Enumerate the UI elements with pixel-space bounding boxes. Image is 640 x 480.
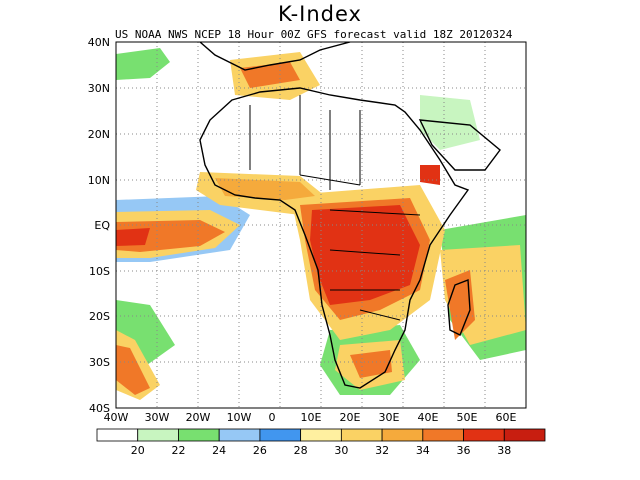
colorbar-label: 36 — [457, 444, 471, 457]
colorbar: 20 22 24 26 28 30 32 34 36 38 — [96, 428, 546, 457]
national-borders — [249, 95, 421, 321]
contour-34-indian — [445, 270, 475, 340]
colorbar-swatch — [463, 428, 505, 442]
colorbar-label: 28 — [294, 444, 308, 457]
lat-label-30s: 30S — [89, 356, 110, 369]
contour-24-north — [116, 48, 170, 80]
map-subtitle: US NOAA NWS NCEP 18 Hour 00Z GFS forecas… — [115, 28, 513, 41]
lon-label-10e: 10E — [301, 411, 322, 424]
lat-label-30n: 30N — [88, 82, 110, 95]
colorbar-label: 22 — [171, 444, 185, 457]
lat-label-10n: 10N — [88, 174, 110, 187]
lon-label-20e: 20E — [340, 411, 361, 424]
lon-label-60e: 60E — [496, 411, 517, 424]
longitude-labels: 40W 30W 20W 10W 0 10E 20E 30E 40E 50E 60… — [104, 411, 517, 424]
contour-38-atlantic — [116, 228, 150, 246]
lat-label-40s: 40S — [89, 402, 110, 415]
contour-34-sw — [116, 345, 150, 395]
contour-38-central — [310, 205, 420, 305]
colorbar-swatch — [259, 428, 302, 442]
lat-label-40n: 40N — [88, 36, 110, 49]
colorbar-label: 24 — [212, 444, 226, 457]
contour-34-south — [350, 350, 392, 378]
lat-label-20s: 20S — [89, 310, 110, 323]
colorbar-swatch — [218, 428, 261, 442]
colorbar-swatch — [340, 428, 383, 442]
colorbar-swatch — [422, 428, 464, 442]
lon-label-50e: 50E — [457, 411, 478, 424]
colorbar-swatch — [381, 428, 424, 442]
colorbar-swatch — [137, 428, 179, 442]
colorbar-label: 34 — [416, 444, 430, 457]
colorbar-label: 30 — [334, 444, 348, 457]
lat-label-eq: EQ — [94, 219, 110, 232]
lat-label-10s: 10S — [89, 265, 110, 278]
map-title: K-Index — [278, 2, 362, 26]
madagascar-coastline — [447, 279, 471, 336]
latitude-labels: 40N 30N 20N 10N EQ 10S 20S 30S 40S — [88, 36, 111, 415]
coastlines — [199, 42, 501, 389]
colorbar-swatch — [178, 428, 220, 442]
europe-coastline — [199, 42, 351, 71]
lon-label-0: 0 — [269, 411, 276, 424]
contour-34-westafrica — [215, 178, 315, 200]
africa-coastline — [199, 87, 470, 389]
colorbar-swatch — [300, 428, 342, 442]
colorbar-label: 20 — [131, 444, 145, 457]
lat-label-20n: 20N — [88, 128, 110, 141]
colorbar-label: 32 — [375, 444, 389, 457]
colorbar-label: 26 — [253, 444, 267, 457]
lon-label-40w: 40W — [104, 411, 129, 424]
colorbar-swatch — [503, 428, 546, 442]
lon-label-20w: 20W — [186, 411, 211, 424]
colorbar-label: 38 — [497, 444, 511, 457]
lon-label-30e: 30E — [379, 411, 400, 424]
graticule — [116, 42, 526, 408]
lon-label-40e: 40E — [418, 411, 439, 424]
colorbar-swatch — [96, 428, 139, 442]
arabia-coastline — [418, 119, 501, 171]
lon-label-10w: 10W — [227, 411, 252, 424]
map-frame — [115, 41, 527, 409]
contour-38-horn — [420, 165, 440, 185]
lon-label-30w: 30W — [145, 411, 170, 424]
